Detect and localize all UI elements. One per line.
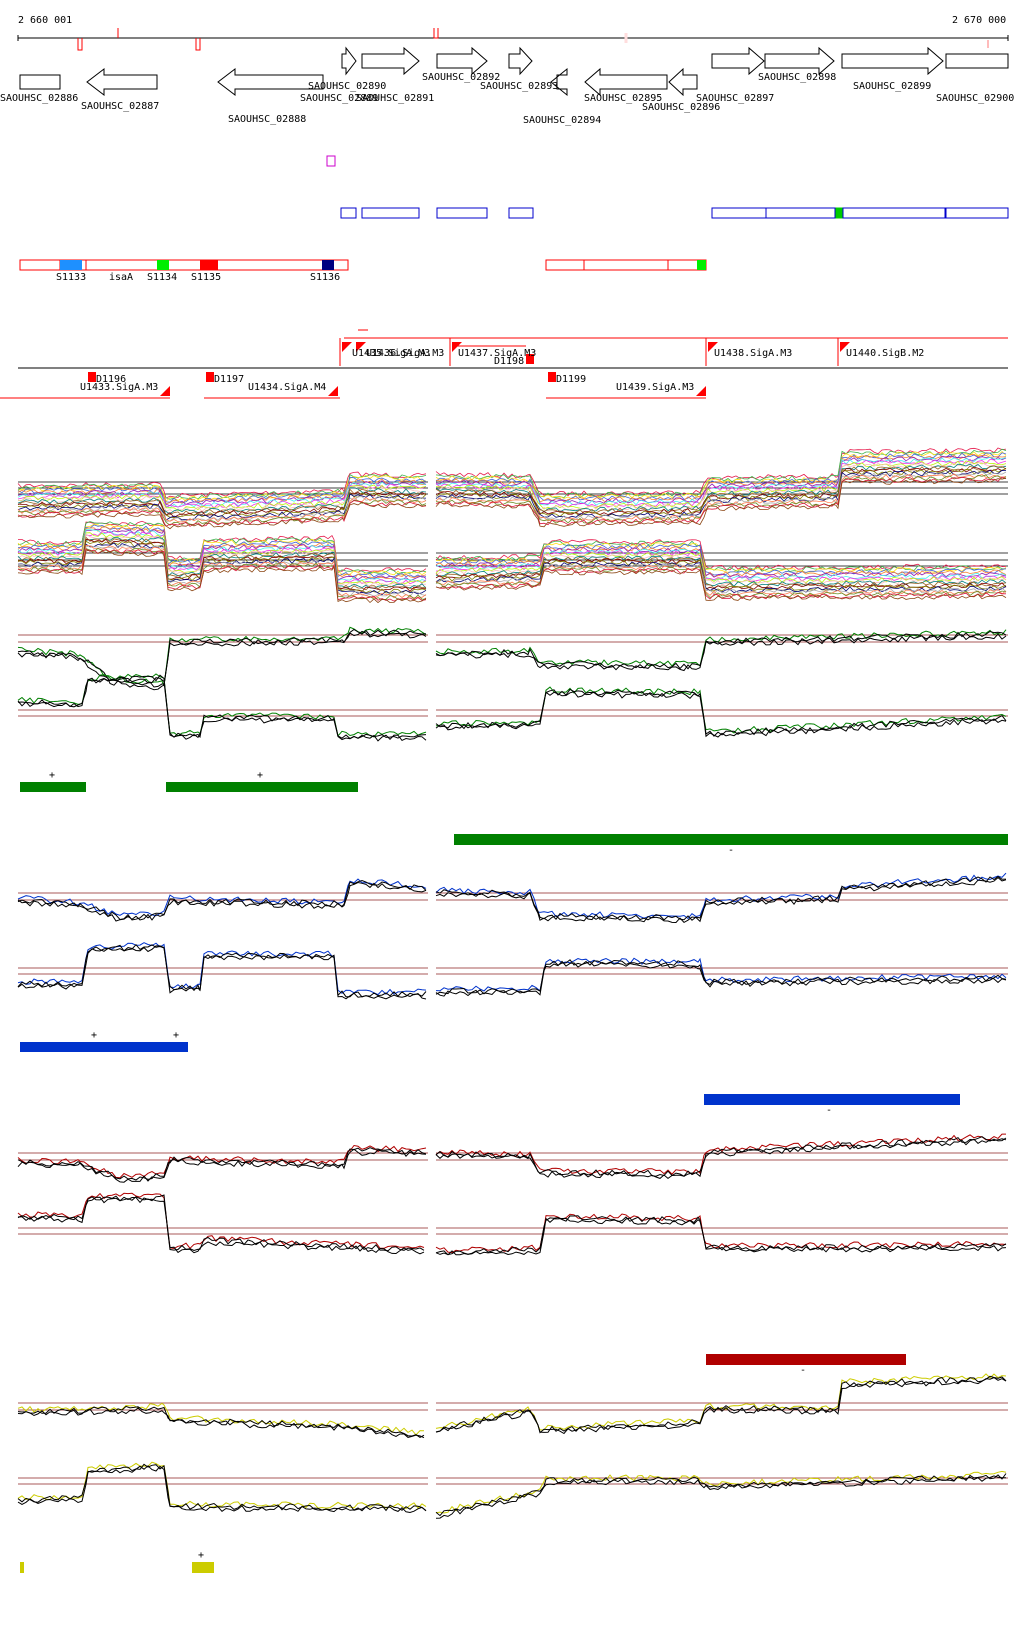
gene-label: SAOUHSC_02894 [523,115,601,126]
blue-segment [20,1042,188,1052]
upshift-label: U1437.SigA.M3 [458,348,536,359]
green-segment [166,782,358,792]
srna-label: S1133 [56,272,86,283]
gene-label: SAOUHSC_02900 [936,93,1014,104]
green-condition-panel [17,626,1008,742]
blue-condition-panel [17,872,1008,1000]
segment-bars: + + - + + - - + [20,770,1008,1573]
blue-feature-track [340,207,1009,219]
strand-plus: + [198,1550,204,1561]
yellow-segment [20,1562,24,1573]
red-condition-panel [17,1133,1008,1256]
downshift-label: D1196 [96,374,126,385]
gene-label: SAOUHSC_02889 [300,93,378,104]
gene-track [19,46,1009,97]
strand-plus: + [257,770,263,781]
gene-label: SAOUHSC_02893 [480,81,558,92]
gene-label: SAOUHSC_02890 [308,81,386,92]
gene-label: SAOUHSC_02892 [422,72,500,83]
gene-label: SAOUHSC_02891 [356,93,434,104]
upshift-label: U1436.SigA.M3 [366,348,444,359]
strand-minus: - [728,845,734,856]
red-segment [706,1354,906,1365]
gene-label: SAOUHSC_02897 [696,93,774,104]
gene-label: SAOUHSC_02895 [584,93,662,104]
srna-label: isaA [109,272,133,283]
upshift-label: U1438.SigA.M3 [714,348,792,359]
gene-label: SAOUHSC_02899 [853,81,931,92]
coord-end-label: 2 670 000 [952,15,1006,26]
srna-label: S1136 [310,272,340,283]
gene-label: SAOUHSC_02898 [758,72,836,83]
gene-label: SAOUHSC_02887 [81,101,159,112]
srna-label: S1134 [147,272,177,283]
coord-start-label: 2 660 001 [18,15,72,26]
srna-label: S1135 [191,272,221,283]
blue-segment [704,1094,960,1105]
yellow-condition-panel [17,1373,1008,1519]
strand-plus: + [91,1030,97,1041]
srna-track: S1133 isaA S1134 S1135 S1136 [19,259,707,283]
strand-plus: + [49,770,55,781]
coordinate-axis: 2 660 001 2 670 000 [17,15,1009,51]
shift-track: U1433.SigA.M3 U1434.SigA.M4 U1435.SigA.M… [0,329,1008,399]
gene-labels: SAOUHSC_02886 SAOUHSC_02887 SAOUHSC_0288… [0,72,1014,126]
strand-minus: - [826,1105,832,1116]
gene-label: SAOUHSC_02888 [228,114,306,125]
upshift-label: U1440.SigB.M2 [846,348,924,359]
downshift-label: D1198 [494,356,524,367]
strand-plus: + [173,1030,179,1041]
magenta-feature [326,155,336,167]
upshift-label: U1433.SigA.M3 [80,382,158,393]
strand-minus: - [800,1365,806,1376]
upshift-label: U1434.SigA.M4 [248,382,326,393]
upshift-label: U1435.SigA.M3 [352,348,430,359]
downshift-label: D1199 [556,374,586,385]
green-segment [454,834,1008,845]
multi-condition-expression-profiles [17,447,1008,604]
gene-label: SAOUHSC_02886 [0,93,78,104]
yellow-segment [192,1562,214,1573]
gene-label: SAOUHSC_02896 [642,102,720,113]
upshift-label: U1439.SigA.M3 [616,382,694,393]
downshift-label: D1197 [214,374,244,385]
green-segment [20,782,86,792]
